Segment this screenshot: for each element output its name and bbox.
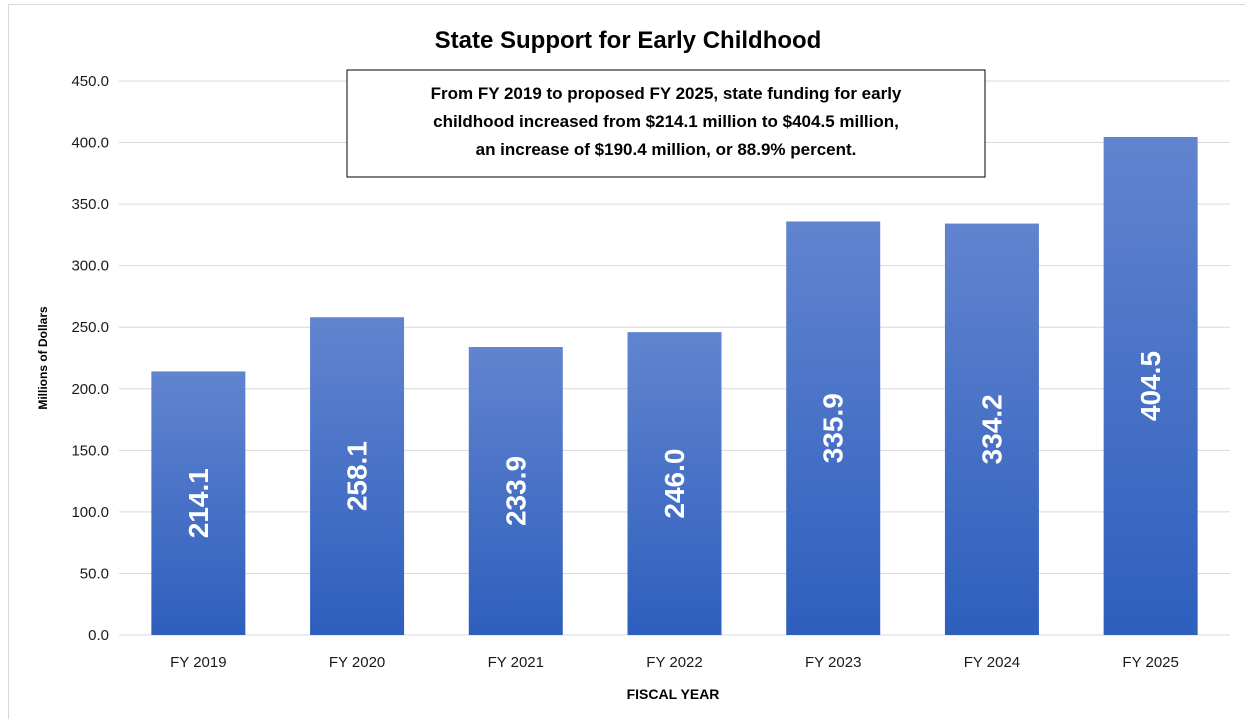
y-tick-label: 0.0: [88, 627, 109, 644]
bar-value-label: 214.1: [183, 468, 214, 538]
x-tick-label: FY 2021: [488, 654, 544, 671]
bar: [627, 332, 722, 635]
y-tick-label: 250.0: [71, 319, 109, 336]
chart-title: State Support for Early Childhood: [435, 27, 822, 54]
x-tick-label: FY 2022: [646, 654, 702, 671]
x-axis-title: FISCAL YEAR: [627, 686, 720, 702]
y-tick-label: 400.0: [71, 135, 109, 152]
x-tick-label: FY 2020: [329, 654, 385, 671]
y-tick-label: 350.0: [71, 196, 109, 213]
bar-value-label: 335.9: [818, 393, 849, 463]
x-tick-label: FY 2025: [1122, 654, 1178, 671]
annotation-line-3: an increase of $190.4 million, or 88.9% …: [476, 140, 857, 159]
bar-value-label: 334.2: [976, 394, 1007, 464]
annotation-line-2: childhood increased from $214.1 million …: [433, 112, 899, 131]
y-tick-label: 200.0: [71, 381, 109, 398]
y-tick-label: 50.0: [80, 565, 109, 582]
bar-value-label: 404.5: [1135, 351, 1166, 421]
x-tick-label: FY 2023: [805, 654, 861, 671]
x-tick-label: FY 2024: [964, 654, 1020, 671]
y-tick-label: 100.0: [71, 504, 109, 521]
bar: [468, 347, 563, 635]
bar-value-label: 246.0: [659, 449, 690, 519]
annotation-line-1: From FY 2019 to proposed FY 2025, state …: [431, 84, 902, 103]
bar-value-label: 258.1: [342, 441, 373, 511]
bar: [786, 221, 881, 635]
bar-value-label: 233.9: [500, 456, 531, 526]
y-tick-label: 300.0: [71, 258, 109, 275]
y-axis-title: Millions of Dollars: [36, 306, 50, 410]
y-tick-label: 450.0: [71, 73, 109, 90]
bar: [1103, 137, 1198, 635]
bar: [310, 317, 405, 635]
bar: [151, 371, 246, 635]
bar: [944, 223, 1039, 635]
annotation-box: From FY 2019 to proposed FY 2025, state …: [346, 69, 986, 178]
x-tick-label: FY 2019: [170, 654, 226, 671]
y-tick-label: 150.0: [71, 442, 109, 459]
chart-frame: 0.0 50.0 100.0 150.0 200.0 250.0 300.0 350.0 400…: [8, 4, 1245, 719]
bar-chart: 0.0 50.0 100.0 150.0 200.0 250.0 300.0 350.0 400…: [36, 27, 1230, 702]
